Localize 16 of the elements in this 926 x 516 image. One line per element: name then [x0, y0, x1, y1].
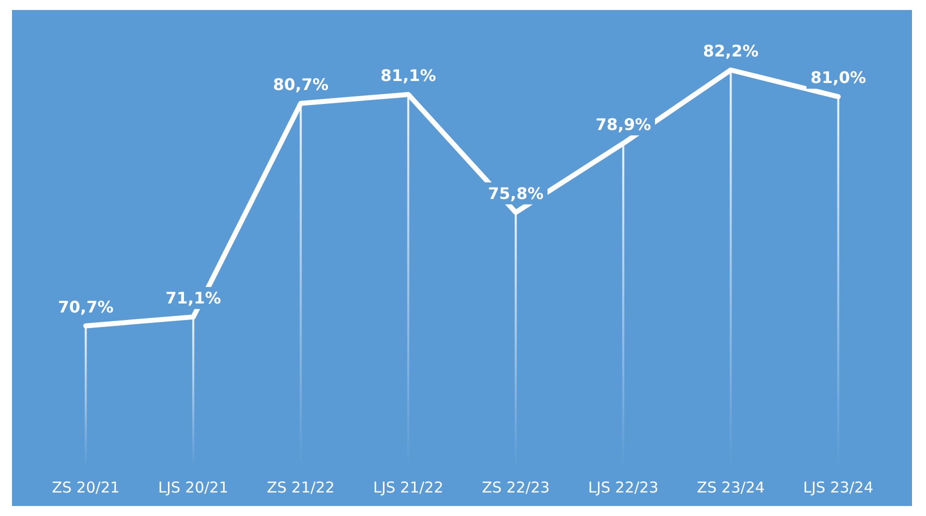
x-tick-label: LJS 21/22: [373, 478, 444, 496]
data-label: 78,9%: [595, 114, 652, 134]
x-tick-label: ZS 22/23: [482, 478, 550, 496]
x-tick-label: LJS 20/21: [158, 478, 228, 496]
data-label: 81,0%: [810, 68, 866, 88]
x-tick-label: ZS 23/24: [696, 478, 765, 496]
x-tick-label: LJS 23/24: [803, 478, 874, 496]
x-tick-label: ZS 20/21: [52, 478, 120, 496]
data-label: 71,1%: [165, 288, 222, 308]
data-label: 70,7%: [58, 297, 114, 316]
x-tick-label: LJS 22/23: [588, 478, 658, 496]
data-label: 80,7%: [272, 74, 329, 94]
x-tick-label: ZS 21/22: [266, 478, 335, 496]
data-label: 75,8%: [488, 184, 544, 203]
data-label: 81,1%: [380, 66, 436, 85]
data-label: 82,2%: [702, 42, 759, 60]
